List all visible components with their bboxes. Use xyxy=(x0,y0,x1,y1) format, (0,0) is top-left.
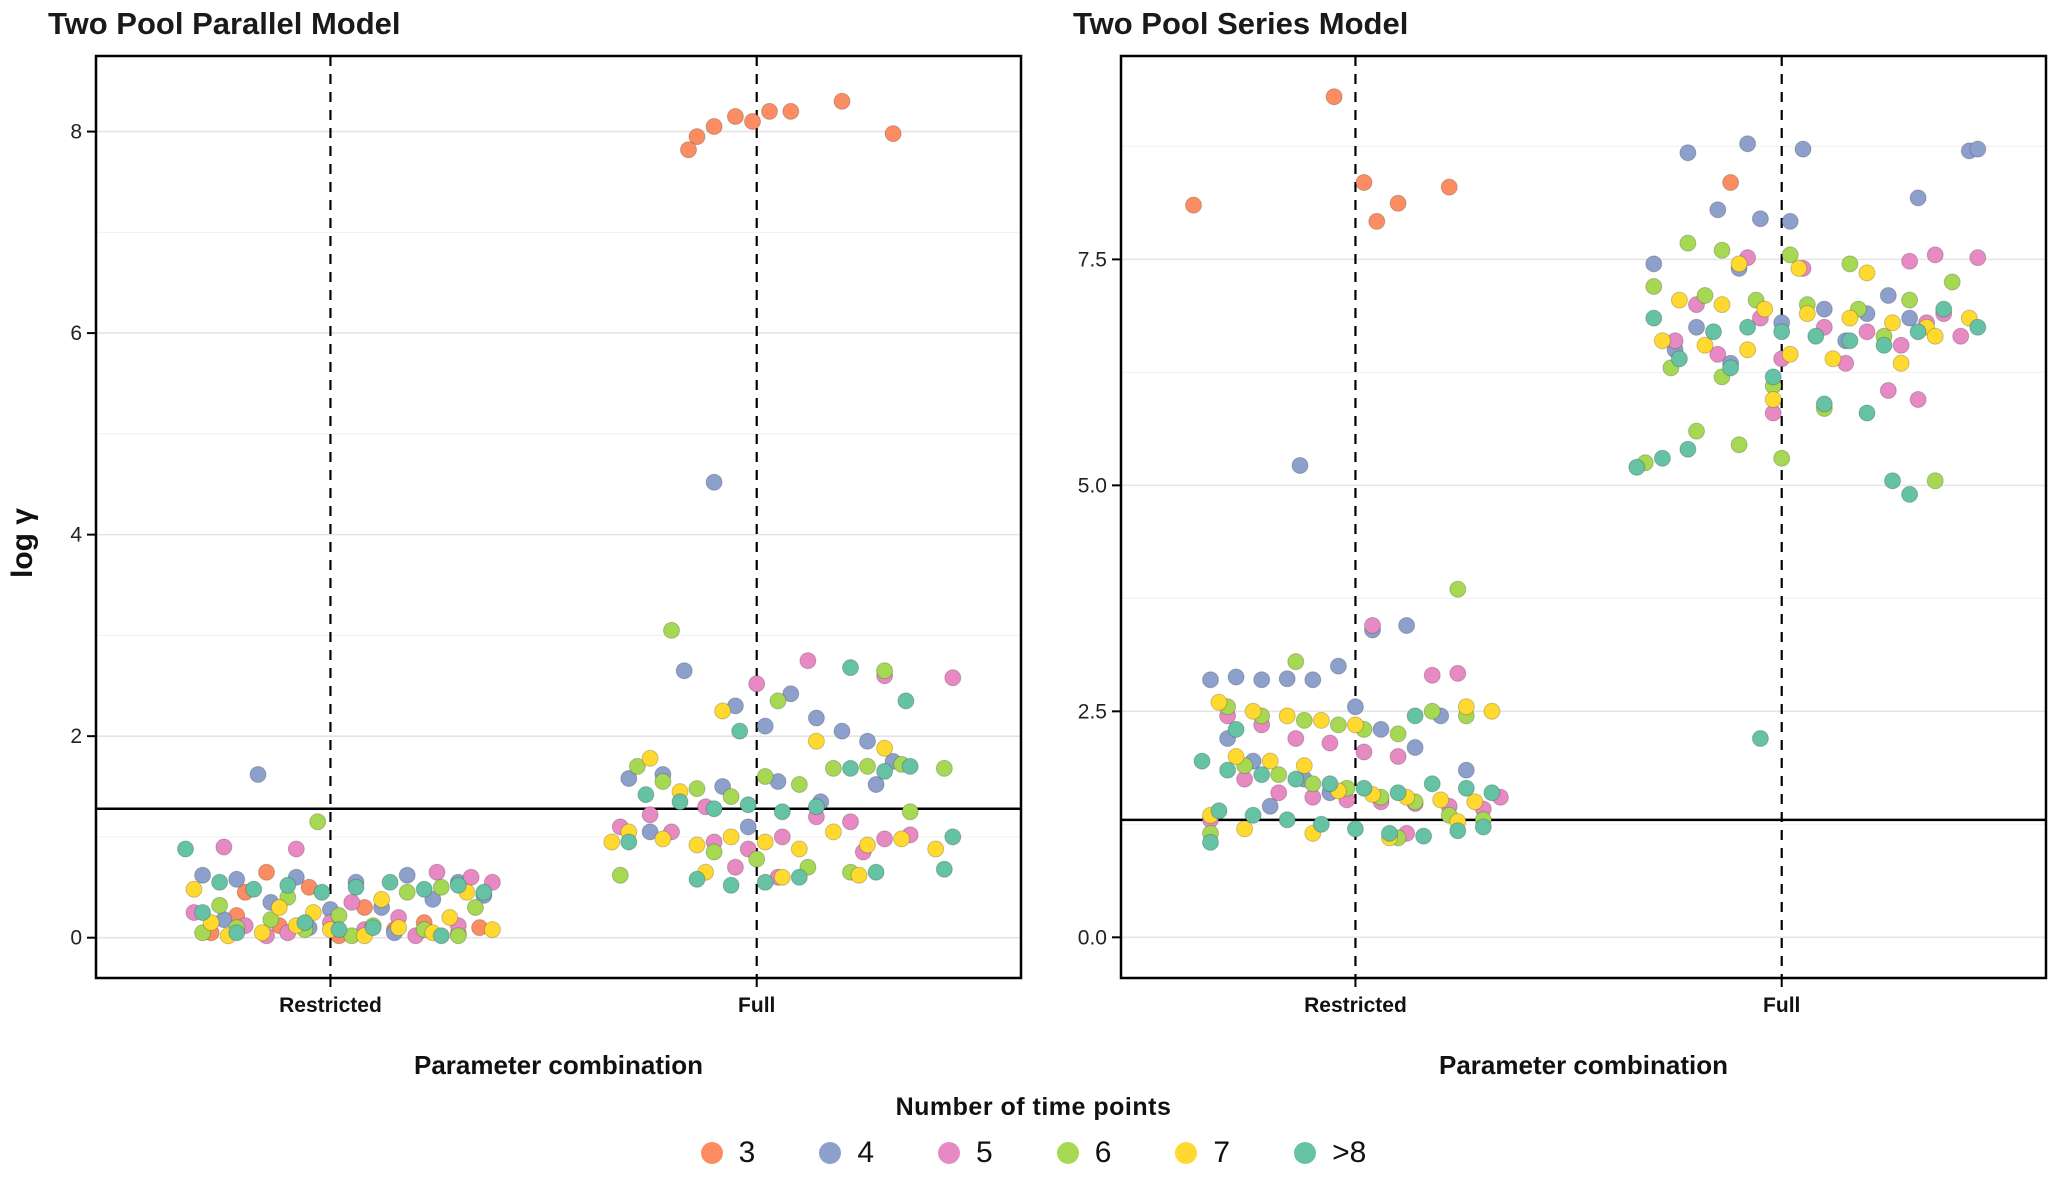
legend-dot-icon xyxy=(819,1142,842,1164)
y-axis-label-column: log γ xyxy=(0,6,46,1081)
svg-text:7.5: 7.5 xyxy=(1078,248,1107,271)
svg-text:Restricted: Restricted xyxy=(279,994,382,1017)
legend-item-3: 3 xyxy=(700,1136,756,1170)
svg-text:0: 0 xyxy=(70,927,82,950)
panel-parallel-model: Two Pool Parallel Model 0 2 4 6 8 Restricted F… xyxy=(46,6,1031,1081)
legend-dot-icon xyxy=(1294,1142,1317,1164)
svg-text:0.0: 0.0 xyxy=(1078,926,1107,949)
legend-dot-icon xyxy=(938,1142,961,1164)
panel-title-series: Two Pool Series Model xyxy=(1073,6,1409,41)
svg-text:4: 4 xyxy=(70,524,82,547)
svg-text:Full: Full xyxy=(1763,994,1800,1017)
legend-title: Number of time points xyxy=(895,1093,1172,1121)
legend-item-4: 4 xyxy=(819,1136,874,1170)
x-axis-label-series: Parameter combination xyxy=(1439,1050,1728,1080)
x-axis-label-parallel: Parameter combination xyxy=(414,1050,703,1080)
svg-text:Full: Full xyxy=(738,994,775,1017)
legend-item-5: 5 xyxy=(938,1136,993,1170)
svg-text:Restricted: Restricted xyxy=(1304,994,1407,1017)
svg-text:8: 8 xyxy=(70,121,82,144)
legend-label: 7 xyxy=(1213,1136,1231,1169)
svg-text:5.0: 5.0 xyxy=(1078,474,1107,497)
legend-entries: 3 4 5 6 7 >8 xyxy=(0,1136,2067,1170)
series-model-chart: 0.0 2.5 5.0 7.5 Restricted Full xyxy=(1071,48,2056,1048)
y-axis-label: log γ xyxy=(6,508,39,579)
legend-label: >8 xyxy=(1332,1136,1367,1169)
legend-item-7: 7 xyxy=(1175,1136,1230,1170)
legend-dot-icon xyxy=(1175,1142,1198,1164)
panel-title-parallel: Two Pool Parallel Model xyxy=(48,6,401,41)
legend-item-gt8: >8 xyxy=(1294,1136,1366,1170)
legend: Number of time points 3 4 5 6 7 >8 xyxy=(0,1093,2067,1170)
charts-row: log γ Two Pool Parallel Model 0 2 4 6 8 Restr… xyxy=(0,6,2067,1081)
legend-label: 5 xyxy=(976,1136,993,1169)
svg-text:2: 2 xyxy=(70,725,82,748)
svg-text:2.5: 2.5 xyxy=(1078,700,1107,723)
legend-label: 4 xyxy=(857,1136,875,1169)
panel-series-model: Two Pool Series Model 0.0 2.5 5.0 7.5 Restri… xyxy=(1071,6,2056,1081)
parallel-model-chart: 0 2 4 6 8 Restricted Full xyxy=(46,48,1031,1048)
legend-label: 3 xyxy=(738,1136,756,1169)
legend-dot-icon xyxy=(1056,1142,1079,1164)
legend-label: 6 xyxy=(1094,1136,1112,1169)
legend-item-6: 6 xyxy=(1056,1136,1112,1170)
svg-text:6: 6 xyxy=(70,322,82,345)
legend-dot-icon xyxy=(700,1142,723,1164)
